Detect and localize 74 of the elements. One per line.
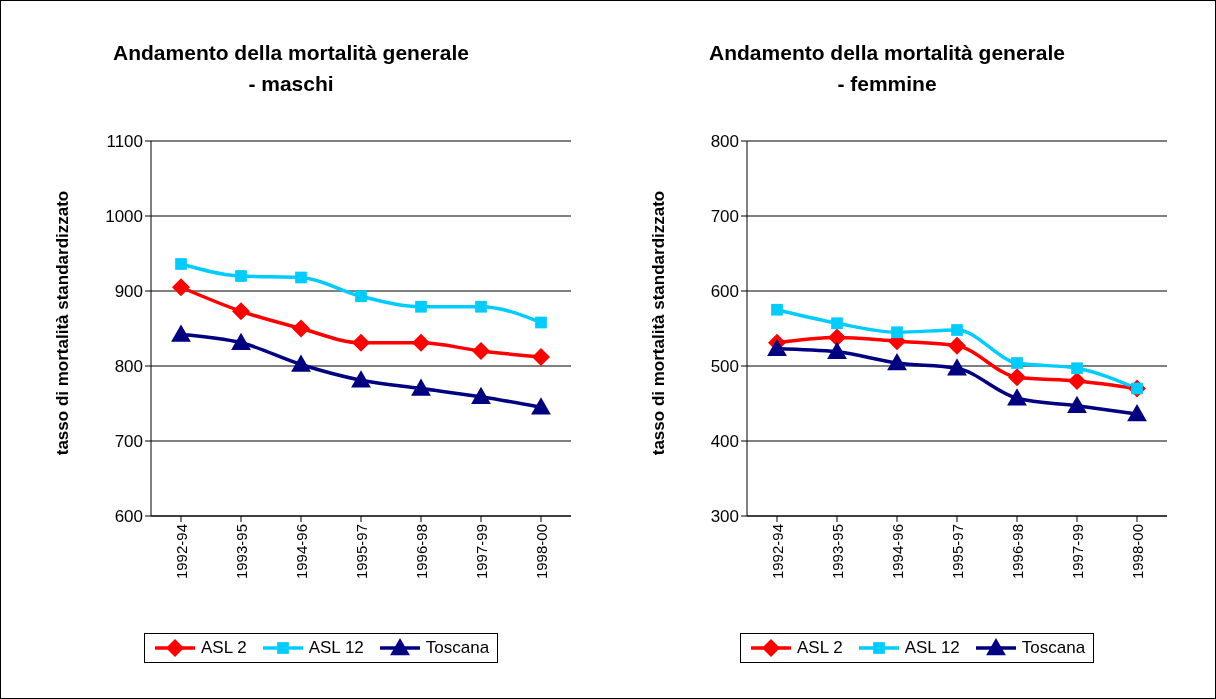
y-tick-label: 900 — [114, 282, 143, 302]
point — [887, 353, 907, 371]
legend-label: Toscana — [425, 638, 490, 658]
y-tick-label: 800 — [710, 132, 739, 152]
point — [1068, 372, 1086, 390]
point — [471, 386, 491, 404]
point — [827, 341, 847, 359]
x-tick-label: 1994-96 — [888, 524, 906, 580]
point — [352, 333, 370, 352]
point — [171, 324, 191, 342]
point — [1011, 357, 1023, 369]
point — [355, 290, 367, 303]
point — [1008, 368, 1026, 387]
point — [831, 317, 843, 330]
point — [532, 348, 550, 366]
point — [535, 316, 547, 329]
point — [767, 338, 787, 356]
x-tick-label: 1997-99 — [1068, 524, 1086, 580]
point — [1007, 388, 1027, 406]
y-tick-label: 800 — [114, 357, 143, 377]
y-tick-label: 400 — [710, 432, 739, 452]
x-tick-label: 1993-95 — [232, 524, 250, 580]
point — [828, 328, 846, 347]
point — [295, 271, 307, 284]
point — [172, 278, 190, 297]
y-axis-title: tasso di mortalità standardizzato — [649, 190, 669, 456]
x-tick-label: 1996-98 — [1008, 524, 1026, 580]
point — [1127, 404, 1147, 422]
point — [232, 302, 250, 321]
x-tick-label: 1992-94 — [768, 524, 786, 580]
x-tick-label: 1996-98 — [412, 524, 430, 580]
y-tick-label: 600 — [114, 507, 143, 527]
point — [951, 324, 963, 336]
x-tick-label: 1998-00 — [532, 524, 550, 580]
point — [175, 258, 187, 270]
point — [231, 332, 251, 350]
chart-title: Andamento della mortalità generale - femmine — [708, 40, 1066, 97]
point — [411, 378, 431, 396]
legend-label: ASL 12 — [308, 638, 364, 658]
legend-label: ASL 2 — [797, 638, 843, 658]
x-tick-label: 1995-97 — [352, 524, 370, 580]
x-tick-label: 1998-00 — [1128, 524, 1146, 580]
y-tick-label: 300 — [710, 507, 739, 527]
legend-label: ASL 12 — [904, 638, 960, 658]
point — [472, 342, 490, 360]
x-tick-label: 1997-99 — [472, 524, 490, 580]
legend-label: ASL 2 — [201, 638, 247, 658]
y-tick-label: 700 — [114, 432, 143, 452]
legend-label: Toscana — [1021, 638, 1086, 658]
y-tick-label: 1000 — [105, 207, 143, 227]
point — [771, 303, 783, 316]
point — [351, 370, 371, 388]
point — [1071, 362, 1083, 375]
y-axis-title: tasso di mortalità standardizzato — [53, 190, 73, 456]
y-tick-label: 500 — [710, 357, 739, 377]
x-tick-label: 1994-96 — [292, 524, 310, 580]
point — [412, 333, 430, 352]
x-tick-label: 1993-95 — [828, 524, 846, 580]
y-tick-label: 700 — [710, 207, 739, 227]
y-tick-label: 600 — [710, 282, 739, 302]
point — [1067, 395, 1087, 413]
chart-title: Andamento della mortalità generale - maschi — [112, 40, 470, 97]
point — [948, 336, 966, 355]
point — [415, 300, 427, 313]
point — [475, 300, 487, 313]
point — [291, 354, 311, 372]
x-tick-label: 1995-97 — [948, 524, 966, 580]
point — [292, 319, 310, 338]
point — [947, 358, 967, 376]
point — [891, 326, 903, 339]
point — [235, 270, 247, 282]
point — [531, 397, 551, 415]
x-tick-label: 1992-94 — [172, 524, 190, 580]
y-tick-label: 1100 — [106, 132, 143, 152]
